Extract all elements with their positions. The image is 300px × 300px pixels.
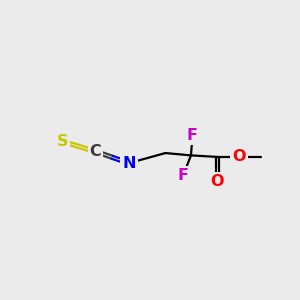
Text: O: O bbox=[232, 149, 246, 164]
Text: C: C bbox=[90, 144, 101, 159]
Text: O: O bbox=[211, 174, 224, 189]
Text: F: F bbox=[187, 128, 198, 143]
Text: S: S bbox=[57, 134, 68, 149]
Text: N: N bbox=[122, 156, 136, 171]
Text: F: F bbox=[178, 168, 189, 183]
